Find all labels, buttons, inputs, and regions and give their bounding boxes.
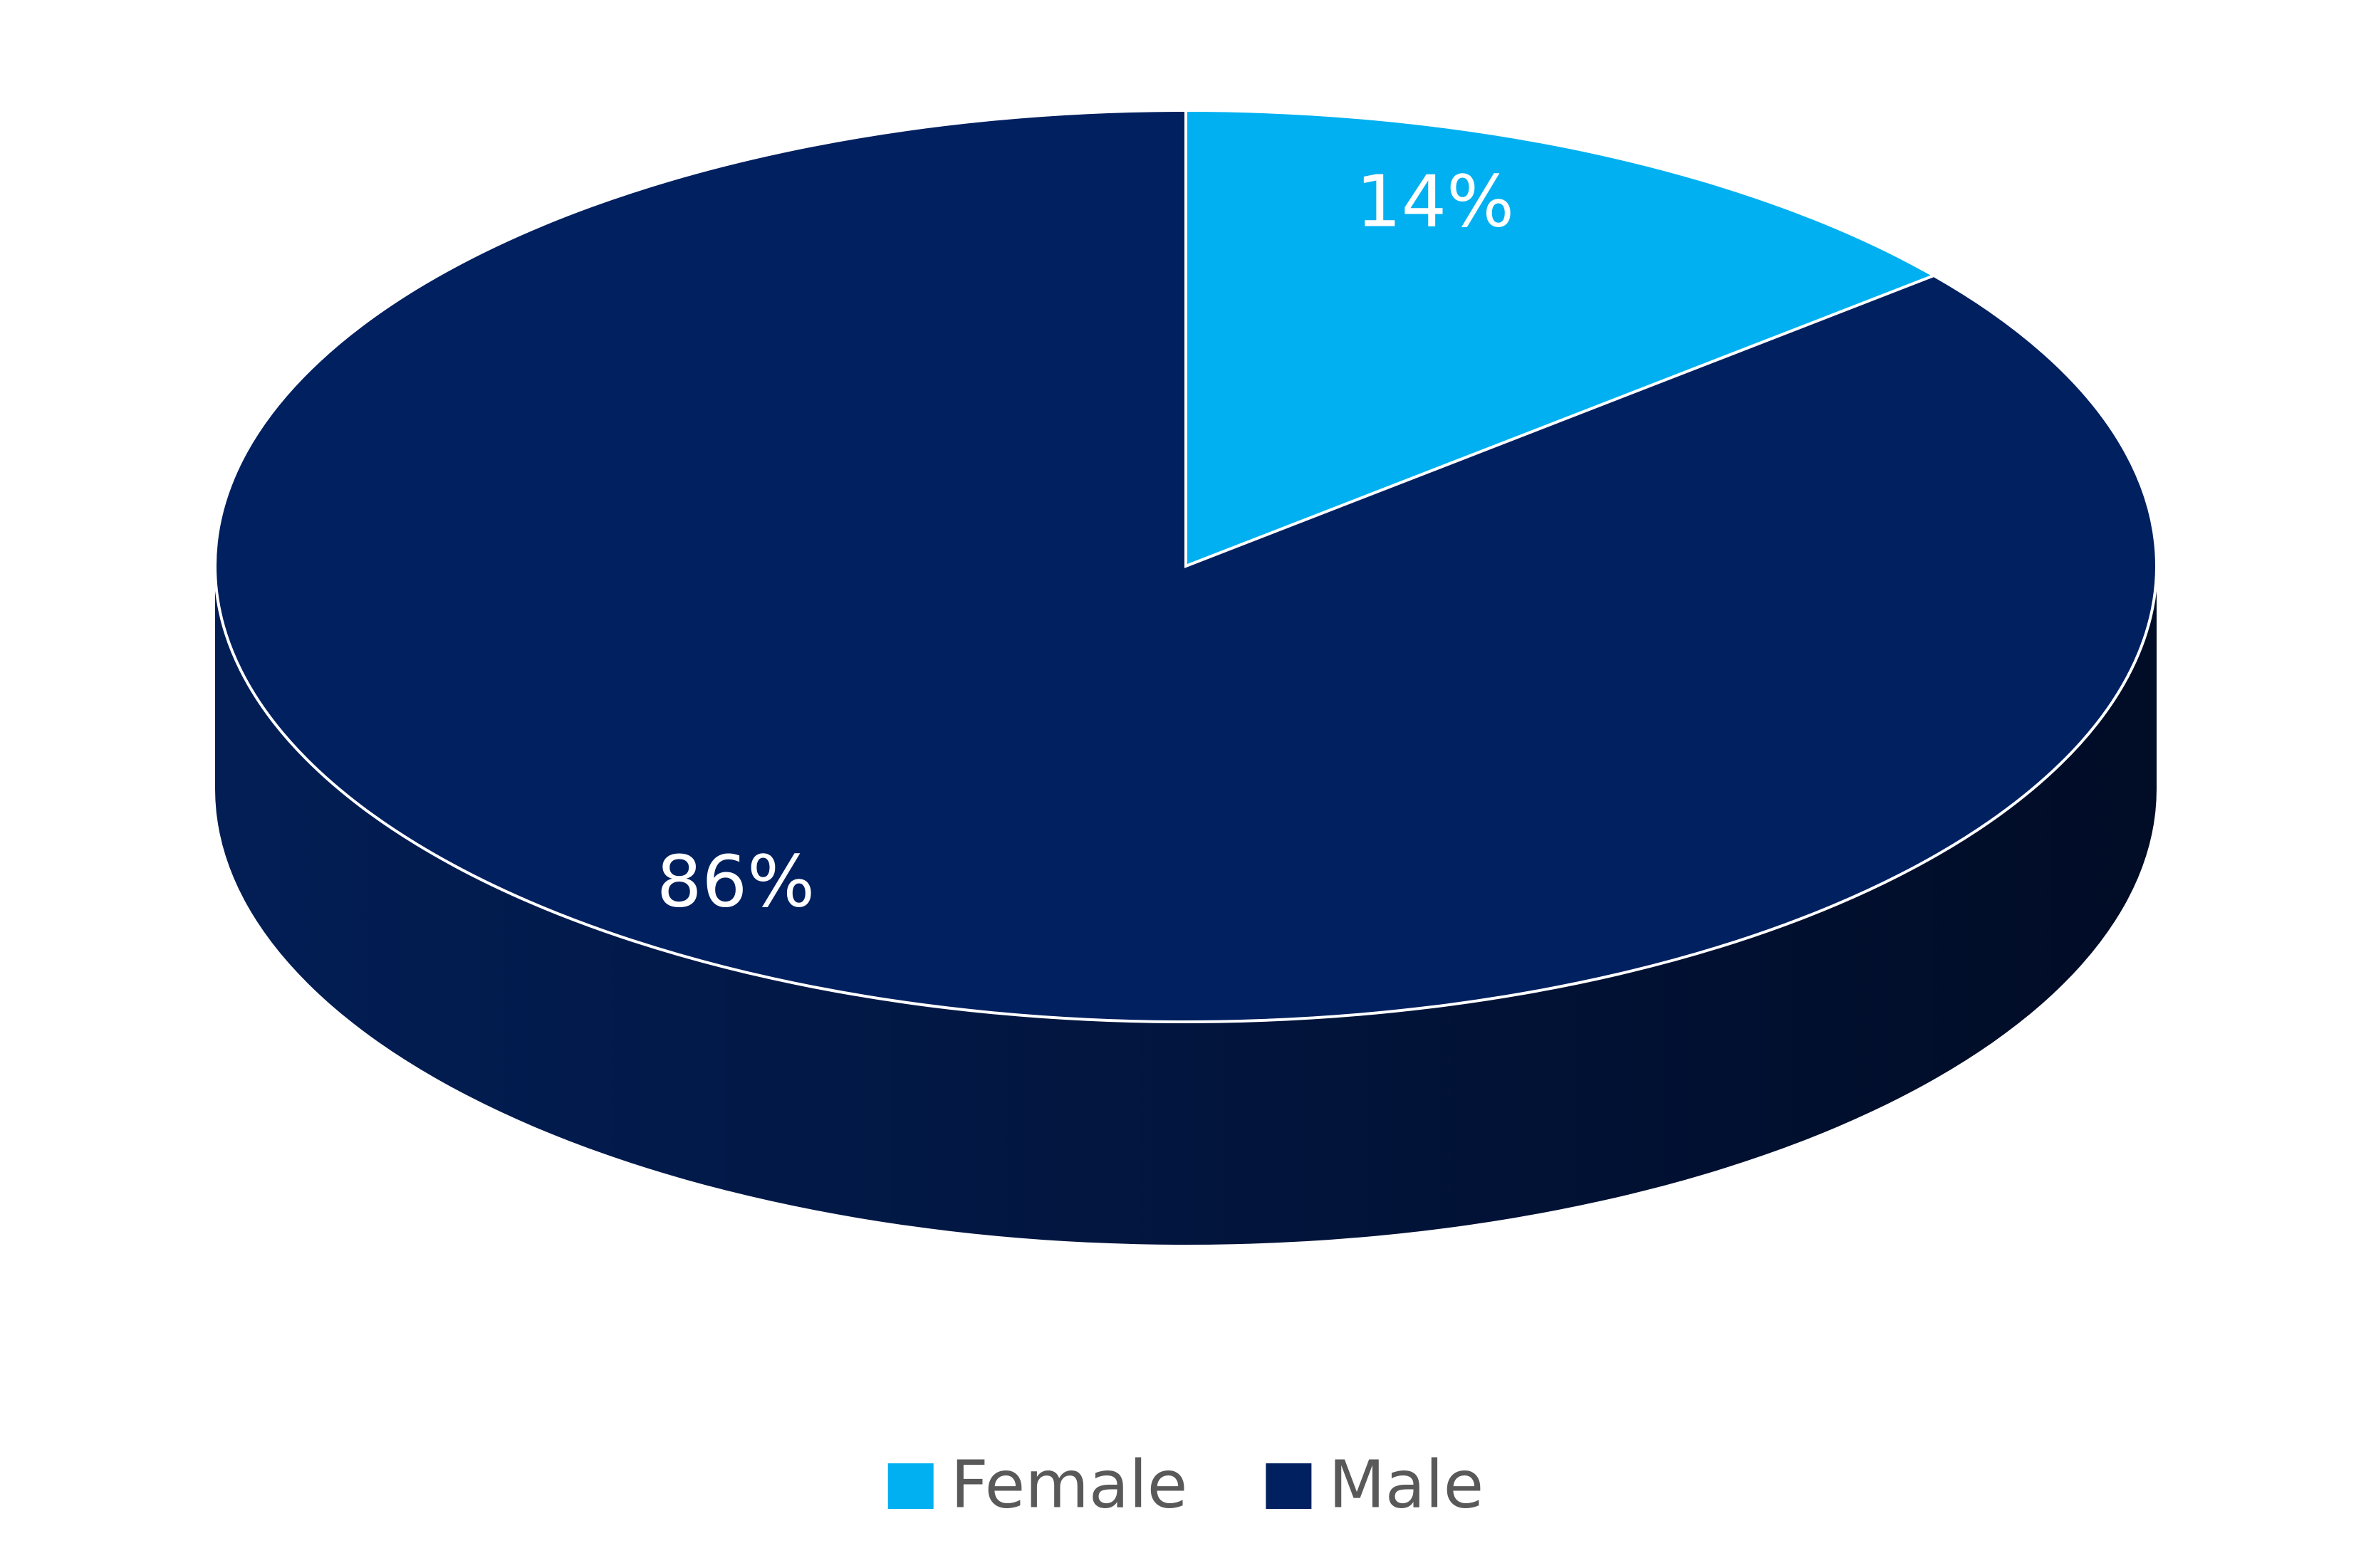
legend-swatch bbox=[887, 1463, 934, 1509]
pie-slice bbox=[214, 108, 2158, 1023]
value-label: 86% bbox=[657, 840, 815, 923]
legend-text: Male bbox=[1328, 1446, 1484, 1522]
pie-slice bbox=[1184, 108, 1937, 568]
legend-text: Female bbox=[951, 1446, 1188, 1522]
pie-side bbox=[215, 566, 2157, 1245]
value-label: 14% bbox=[1356, 160, 1514, 243]
legend-swatch bbox=[1266, 1463, 1312, 1509]
